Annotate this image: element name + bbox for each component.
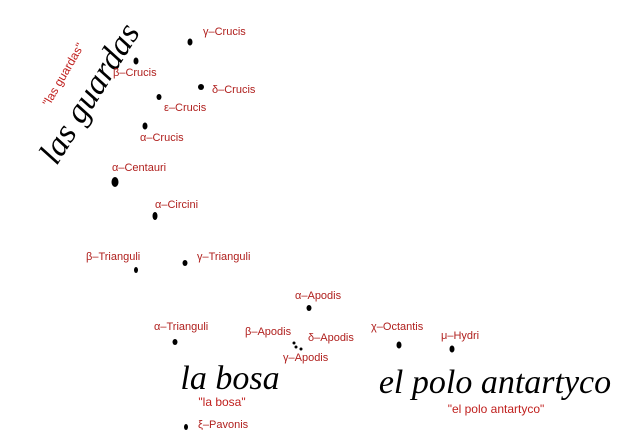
star-label: α–Crucis: [140, 132, 184, 144]
star: [134, 267, 138, 273]
star-label: β–Crucis: [113, 67, 157, 79]
handwritten-label: la bosa: [180, 360, 279, 397]
star: [172, 339, 178, 345]
star-label: α–Circini: [155, 199, 198, 211]
star-label: α–Trianguli: [154, 321, 208, 333]
star: [449, 345, 455, 353]
star: [182, 260, 188, 266]
translation-label: "el polo antartyco": [448, 402, 545, 416]
star: [152, 212, 158, 220]
star-label: ε–Crucis: [164, 102, 207, 114]
star-label: β–Apodis: [245, 326, 292, 338]
star: [294, 345, 298, 349]
star-label: γ–Apodis: [283, 352, 329, 364]
star: [142, 122, 148, 130]
translation-label: "la bosa": [198, 395, 245, 409]
star: [156, 94, 162, 100]
star-label: μ–Hydri: [441, 330, 479, 342]
star-label: γ–Crucis: [203, 26, 246, 38]
star-label: χ–Octantis: [371, 321, 424, 333]
star: [187, 38, 193, 46]
star-label: ξ–Pavonis: [198, 419, 249, 431]
handwritten-label: el polo antartyco: [379, 364, 611, 401]
star-label: δ–Crucis: [212, 84, 256, 96]
star: [133, 57, 139, 65]
star: [306, 305, 312, 311]
star: [184, 424, 188, 430]
star-label: α–Centauri: [112, 162, 166, 174]
star-label: γ–Trianguli: [197, 251, 250, 263]
star: [198, 84, 204, 90]
star-label: α–Apodis: [295, 290, 342, 302]
star-label: δ–Apodis: [308, 332, 354, 344]
star: [292, 341, 296, 345]
star: [299, 347, 303, 351]
star: [396, 341, 402, 349]
star: [111, 177, 119, 187]
star-label: β–Trianguli: [86, 251, 140, 263]
